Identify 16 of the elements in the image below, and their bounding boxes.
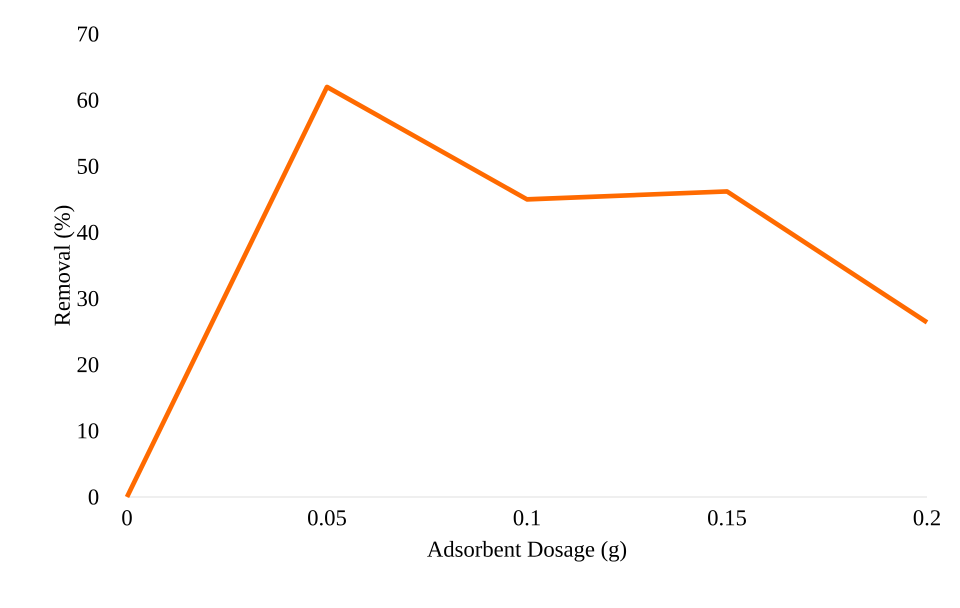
y-tick-label: 50 — [78, 158, 98, 174]
y-tick-label: 70 — [78, 26, 98, 42]
x-tick-label: 0.05 — [308, 510, 346, 526]
x-tick-label: 0 — [122, 510, 132, 526]
y-axis-title: Removal (%) — [54, 206, 74, 326]
x-tick-label: 0.15 — [708, 510, 746, 526]
y-tick-label: 60 — [78, 92, 98, 108]
y-tick-label: 10 — [78, 423, 98, 439]
y-tick-label: 30 — [78, 290, 98, 306]
y-tick-label: 40 — [76, 224, 98, 240]
y-tick-label: 0 — [88, 489, 98, 505]
x-tick-label: 0.1 — [514, 510, 540, 526]
y-tick-label: 20 — [78, 357, 98, 372]
line-series — [124, 84, 930, 500]
x-axis-title: Adsorbent Dosage (g) — [427, 540, 626, 562]
x-tick-label: 0.2 — [914, 510, 940, 526]
